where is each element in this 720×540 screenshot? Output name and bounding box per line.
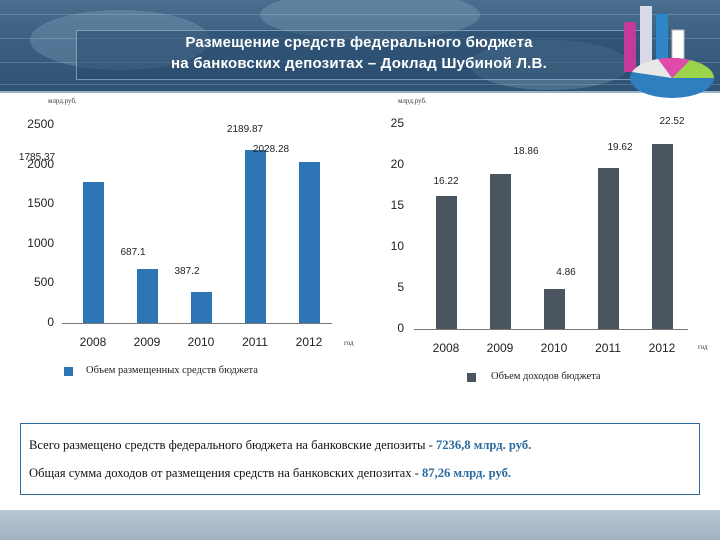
x-tick-label: 2008 (79, 335, 107, 349)
summary-box: Всего размещено средств федерального бюд… (20, 423, 700, 495)
data-label: 4.86 (556, 267, 576, 279)
page-title-line-1: Размещение средств федерального бюджета (185, 34, 533, 51)
x-tick-label: 2010 (540, 341, 568, 355)
x-tick-label: 2008 (432, 341, 460, 355)
left-legend-label: Объем размещенных средств бюджета (86, 365, 258, 376)
y-tick-label: 1000 (27, 235, 54, 250)
summary-line-1-text: Всего размещено средств федерального бюд… (29, 438, 436, 452)
summary-line-1-value: 7236,8 млрд. руб. (435, 438, 532, 452)
bar-2010 (543, 289, 565, 329)
summary-line-2-value: 87,26 млрд. руб. (422, 466, 512, 480)
y-tick-label: 0 (47, 315, 54, 329)
bar-2010 (190, 292, 212, 323)
footer-band (0, 510, 720, 540)
bar-2012 (298, 162, 320, 323)
data-label: 1785.37 (18, 151, 56, 163)
y-tick-label: 10 (390, 239, 404, 253)
title-box (76, 30, 644, 80)
right-x-unit: год (698, 343, 708, 351)
x-tick-label: 2011 (242, 335, 268, 349)
right-legend-label: Объем доходов бюджета (491, 371, 601, 382)
map-gridline (0, 14, 720, 15)
summary-line-2-text: Общая сумма доходов от размещения средст… (29, 466, 422, 480)
data-label: 2189.87 (226, 123, 264, 135)
y-tick-label: 15 (390, 198, 404, 212)
y-tick-label: 1500 (27, 196, 54, 211)
data-label: 18.86 (513, 146, 539, 158)
y-tick-label: 500 (33, 275, 54, 290)
page-title-line-2: на банковских депозитах – Доклад Шубиной… (171, 55, 547, 72)
data-label: 22.52 (659, 116, 685, 128)
data-label: 16.22 (433, 175, 459, 187)
x-tick-label: 2012 (295, 335, 323, 349)
right-legend-swatch (467, 373, 476, 382)
bar-2009 (489, 174, 511, 329)
bar-2008 (435, 195, 457, 329)
x-tick-label: 2009 (133, 335, 161, 349)
data-label: 387.2 (174, 266, 200, 278)
left-x-unit: год (344, 339, 354, 347)
data-label: 687.1 (120, 246, 146, 258)
y-tick-label: 20 (390, 157, 404, 171)
x-tick-label: 2012 (648, 341, 676, 355)
y-tick-label: 25 (390, 116, 404, 130)
summary-line-2: Общая сумма доходов от размещения средст… (29, 466, 511, 481)
x-axis-line (62, 323, 332, 324)
y-tick-label: 0 (397, 321, 404, 335)
left-y-unit: млрд.руб. (48, 97, 77, 105)
y-tick-label: 2000 (27, 156, 54, 171)
summary-line-1: Всего размещено средств федерального бюд… (29, 438, 531, 453)
x-tick-label: 2011 (595, 341, 621, 355)
x-tick-label: 2009 (486, 341, 514, 355)
y-tick-label: 5 (397, 280, 404, 294)
left-legend-swatch (64, 367, 73, 376)
bar-2011 (244, 149, 266, 323)
pie-chart-logo-icon (624, 6, 714, 98)
x-axis-line (414, 329, 688, 330)
data-label: 2028.28 (252, 144, 290, 156)
y-tick-label: 2500 (27, 117, 54, 131)
map-gridline (0, 84, 720, 85)
bar-2011 (597, 168, 619, 329)
bar-2012 (651, 144, 673, 329)
bar-2009 (136, 268, 158, 323)
x-tick-label: 2010 (187, 335, 215, 349)
bar-2008 (82, 181, 104, 323)
right-y-unit: млрд.руб. (398, 97, 427, 105)
data-label: 19.62 (607, 142, 633, 154)
header-divider (0, 91, 720, 93)
